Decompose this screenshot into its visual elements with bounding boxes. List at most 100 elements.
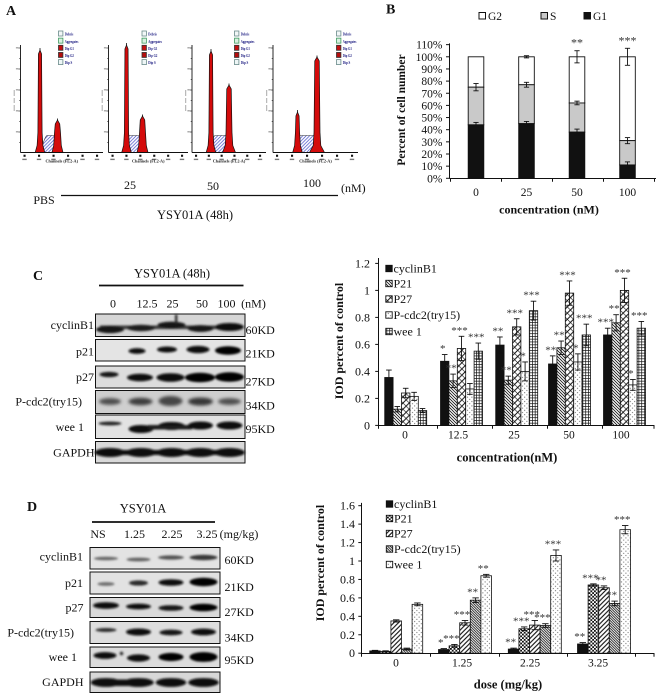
svg-text:2.25: 2.25: [162, 527, 183, 541]
svg-text:***: ***: [524, 609, 541, 621]
svg-text:p21: p21: [65, 576, 83, 590]
svg-text:27KD: 27KD: [246, 375, 276, 389]
svg-text:***: ***: [454, 609, 471, 621]
svg-text:Percent of cell number: Percent of cell number: [396, 54, 408, 165]
svg-text:0.4: 0.4: [355, 364, 370, 378]
svg-text:27KD: 27KD: [225, 605, 255, 619]
svg-text:dose (mg/kg): dose (mg/kg): [474, 678, 542, 692]
svg-text:100: 100: [303, 176, 321, 190]
svg-text:***: ***: [506, 307, 523, 319]
svg-text:Dip S: Dip S: [148, 60, 156, 65]
svg-text:S: S: [550, 11, 556, 23]
svg-text:3.25: 3.25: [197, 527, 218, 541]
svg-text:***: ***: [534, 612, 551, 624]
svg-text:50: 50: [207, 179, 219, 193]
svg-text:A: A: [6, 4, 17, 19]
svg-text:***: ***: [513, 615, 530, 627]
svg-text:P21: P21: [394, 277, 413, 291]
svg-text:PBS: PBS: [33, 193, 54, 207]
svg-text:**: **: [574, 631, 585, 643]
svg-text:1: 1: [364, 283, 370, 297]
svg-text:Dip G2: Dip G2: [343, 53, 352, 58]
svg-text:0.6: 0.6: [340, 591, 355, 605]
svg-text:Dip G1: Dip G1: [65, 46, 74, 51]
svg-text:21KD: 21KD: [225, 580, 255, 594]
svg-text:0%: 0%: [427, 173, 443, 185]
svg-text:D: D: [27, 500, 37, 515]
svg-text:2.25: 2.25: [520, 658, 540, 670]
svg-text:GAPDH: GAPDH: [42, 675, 84, 689]
svg-text:60KD: 60KD: [246, 323, 276, 337]
svg-text:0: 0: [110, 297, 116, 311]
svg-text:110%: 110%: [416, 40, 443, 52]
svg-text:60%: 60%: [421, 100, 443, 112]
svg-text:***: ***: [597, 317, 614, 329]
svg-text:C: C: [33, 269, 43, 284]
svg-text:P-cdc2(try15): P-cdc2(try15): [394, 308, 461, 322]
svg-text:0: 0: [349, 646, 355, 660]
svg-text:**: **: [505, 637, 516, 649]
svg-text:*: *: [440, 343, 446, 355]
svg-text:20%: 20%: [421, 149, 443, 161]
svg-text:p21: p21: [76, 345, 94, 359]
svg-text:cyclinB1: cyclinB1: [51, 318, 94, 332]
svg-text:100%: 100%: [416, 52, 443, 64]
svg-text:1.2: 1.2: [340, 536, 355, 550]
svg-text:1.25: 1.25: [452, 658, 472, 670]
svg-text:cyclinB1: cyclinB1: [394, 262, 437, 276]
svg-text:P27: P27: [394, 527, 413, 541]
svg-text:P21: P21: [394, 512, 413, 526]
svg-text:Aggregates: Aggregates: [65, 39, 79, 44]
svg-text:0.4: 0.4: [340, 609, 355, 623]
svg-text:0: 0: [364, 418, 370, 432]
svg-text:*: *: [438, 637, 444, 649]
svg-text:Dip G1: Dip G1: [343, 46, 352, 51]
svg-text:***: ***: [545, 538, 562, 550]
svg-text:1.2: 1.2: [355, 256, 370, 270]
svg-text:34KD: 34KD: [225, 631, 255, 645]
svg-text:1.6: 1.6: [340, 499, 355, 513]
svg-text:***: ***: [523, 290, 540, 302]
svg-text:***: ***: [614, 514, 631, 526]
svg-text:0: 0: [393, 658, 399, 670]
svg-text:(nM): (nM): [241, 297, 266, 311]
svg-text:25: 25: [521, 187, 533, 199]
svg-text:***: ***: [614, 267, 631, 279]
svg-text:3.25: 3.25: [588, 658, 608, 670]
svg-text:**: **: [478, 563, 489, 575]
svg-text:Dip G1: Dip G1: [148, 46, 157, 51]
svg-text:wee 1: wee 1: [56, 420, 84, 434]
svg-text:*: *: [520, 350, 526, 362]
svg-text:**: **: [492, 325, 503, 337]
svg-text:***: ***: [576, 313, 593, 325]
svg-text:40%: 40%: [421, 125, 443, 137]
svg-text:***: ***: [443, 633, 460, 645]
svg-text:Dip G2: Dip G2: [241, 53, 250, 58]
svg-text:IOD percent of control: IOD percent of control: [332, 282, 346, 399]
svg-text:50: 50: [563, 430, 575, 442]
svg-text:***: ***: [468, 332, 485, 344]
svg-text:B: B: [386, 3, 395, 18]
svg-text:95KD: 95KD: [225, 653, 255, 667]
svg-text:Channels (FL2-A): Channels (FL2-A): [299, 159, 332, 164]
svg-text:concentration(nM): concentration(nM): [457, 451, 558, 465]
svg-text:P27: P27: [394, 292, 413, 306]
svg-text:**: **: [606, 590, 617, 602]
svg-text:YSY01A (48h): YSY01A (48h): [134, 267, 210, 281]
svg-text:25: 25: [167, 297, 179, 311]
svg-text:Debris: Debris: [241, 32, 250, 37]
svg-text:wee 1: wee 1: [394, 558, 422, 572]
svg-text:G1: G1: [593, 11, 607, 23]
svg-text:wee 1: wee 1: [394, 325, 422, 339]
svg-text:P-cdc2(try15): P-cdc2(try15): [7, 626, 74, 640]
svg-text:YSY01A: YSY01A: [120, 502, 167, 516]
svg-text:1.4: 1.4: [340, 517, 355, 531]
svg-text:25: 25: [124, 178, 136, 192]
svg-text:P-cdc2(try15): P-cdc2(try15): [394, 542, 461, 556]
svg-text:Debris: Debris: [148, 32, 157, 37]
svg-text:***: ***: [631, 310, 648, 322]
svg-text:**: **: [446, 363, 457, 375]
svg-text:10%: 10%: [421, 161, 443, 173]
svg-text:Dip S: Dip S: [241, 60, 249, 65]
svg-text:12.5: 12.5: [448, 430, 468, 442]
